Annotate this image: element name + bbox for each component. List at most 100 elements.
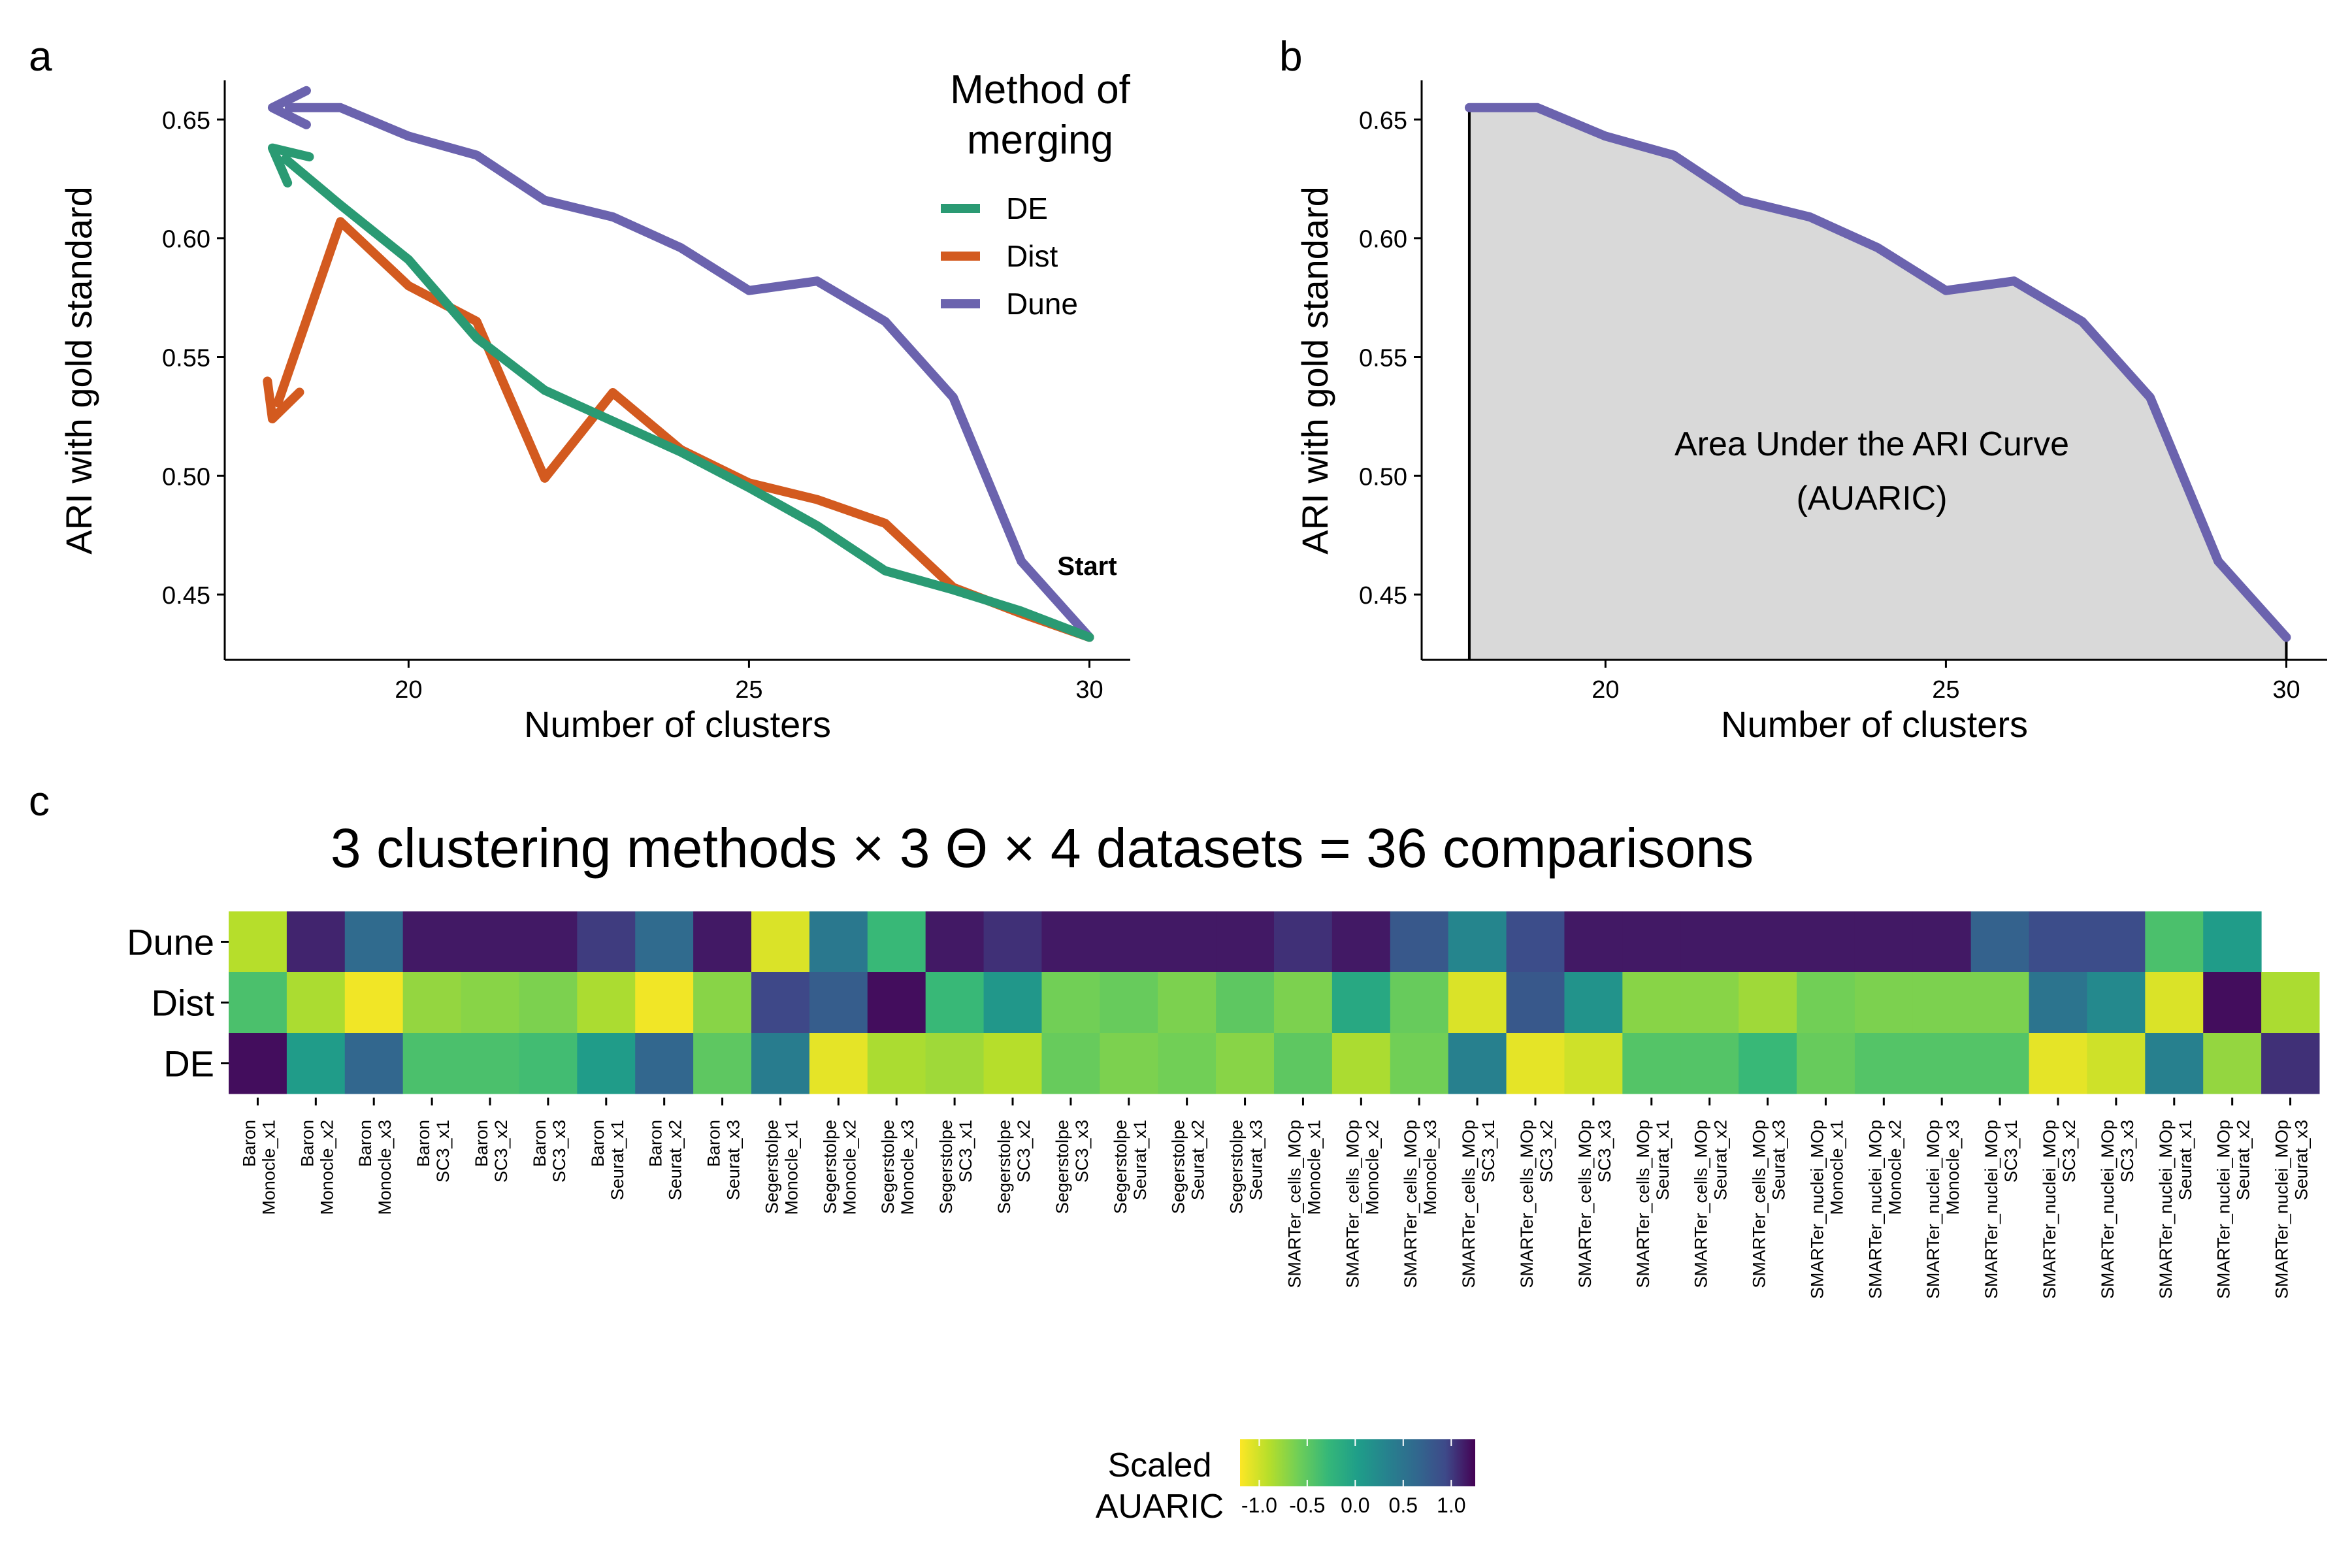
panel-a-y-tick-label: 0.65 (162, 107, 210, 135)
legend-title-line2: merging (967, 118, 1113, 163)
series-line-dune (1464, 103, 2291, 642)
column-label: Segerstolpe SC3_x1 (936, 1120, 975, 1214)
panel-b-y-ticks: 0.45 0.50 0.55 0.60 0.65 (1359, 107, 1422, 610)
column-label-method: Monocle_x1 (1304, 1120, 1324, 1215)
column-label-method: Seurat_x3 (2292, 1120, 2311, 1200)
column-label-method: SC3_x2 (491, 1120, 511, 1183)
column-label-dataset: Segerstolpe (1169, 1120, 1188, 1214)
heatmap-cell (1854, 972, 1914, 1034)
row-label-dist: Dist (152, 983, 215, 1024)
heatmap-cell (1100, 911, 1158, 973)
heatmap-cell (693, 1033, 752, 1094)
column-label-method: Seurat_x3 (1247, 1120, 1266, 1200)
heatmap-cell (2087, 911, 2146, 973)
column-label: SMARTer_cells_MOp Seurat_x3 (1750, 1120, 1789, 1288)
heatmap-cell (751, 911, 810, 973)
heatmap-cell (1912, 1033, 1972, 1094)
colorbar-title-line2: AUARIC (1096, 1488, 1224, 1526)
column-label: SMARTer_nuclei_MOp SC3_x2 (2040, 1120, 2079, 1299)
heatmap-cell (1564, 1033, 1623, 1094)
column-label-dataset: SMARTer_cells_MOp (1633, 1120, 1653, 1288)
colorbar-title-line1: Scaled (1108, 1446, 1212, 1484)
column-label: SMARTer_cells_MOp SC3_x2 (1517, 1120, 1556, 1288)
heatmap-colorbar-legend: Scaled AUARIC -1.0 -0.5 0.0 0.5 1.0 (1096, 1439, 1475, 1526)
heatmap-cell (693, 911, 752, 973)
heatmap-cells (229, 911, 2320, 1094)
heatmap-cell (1622, 911, 1681, 973)
heatmap-cell (1216, 1033, 1275, 1094)
colorbar-tick-label: -1.0 (1241, 1494, 1277, 1517)
column-label: SMARTer_cells_MOp Monocle_x3 (1401, 1120, 1440, 1288)
heatmap-cell (1100, 1033, 1158, 1094)
heatmap-cell (2261, 1033, 2320, 1094)
column-label-dataset: Segerstolpe (878, 1120, 898, 1214)
panel-b-y-tick-label: 0.50 (1359, 463, 1407, 491)
heatmap-cell (1390, 911, 1449, 973)
heatmap-cell (635, 1033, 694, 1094)
heatmap-cell (2145, 911, 2204, 973)
panel-a-y-axis-label: ARI with gold standard (58, 186, 99, 554)
series-arrowhead-dune (267, 86, 311, 129)
heatmap-cell (461, 972, 519, 1034)
panel-b-x-axis-label: Number of clusters (1721, 704, 2028, 745)
heatmap-cell (1158, 1033, 1217, 1094)
panel-a-x-tick-label: 30 (1075, 676, 1103, 704)
column-label-method: Monocle_x3 (1420, 1120, 1440, 1215)
heatmap-cell (1854, 1033, 1914, 1094)
column-label-dataset: SMARTer_cells_MOp (1750, 1120, 1769, 1288)
row-label-dune: Dune (127, 922, 214, 963)
panel-a-start-annotation: Start (1057, 552, 1117, 581)
column-label-method: Seurat_x2 (1711, 1120, 1731, 1200)
column-label-method: SC3_x2 (2059, 1120, 2079, 1183)
column-label: Segerstolpe Seurat_x2 (1169, 1120, 1208, 1214)
heatmap-cell (1390, 972, 1449, 1034)
column-label-method: SC3_x1 (1478, 1120, 1498, 1183)
heatmap-cell (693, 972, 752, 1034)
heatmap-cell (1506, 1033, 1565, 1094)
column-label-method: SC3_x3 (549, 1120, 569, 1183)
heatmap-cell (867, 911, 926, 973)
column-label-dataset: Baron (472, 1120, 491, 1167)
column-label-dataset: SMARTer_cells_MOp (1343, 1120, 1362, 1288)
heatmap-cell (1041, 972, 1100, 1034)
heatmap-cell (2029, 911, 2087, 973)
panel-c-title: 3 clustering methods × 3 Θ × 4 datasets … (331, 817, 1754, 879)
column-label-dataset: Baron (588, 1120, 608, 1167)
heatmap-cell (751, 972, 810, 1034)
column-label-method: Seurat_x2 (2234, 1120, 2253, 1200)
heatmap-cell (1680, 972, 1739, 1034)
heatmap-cell (1680, 1033, 1739, 1094)
auaric-area-fill (1469, 107, 2287, 661)
heatmap-cell (2145, 972, 2204, 1034)
heatmap-cell (1970, 911, 2030, 973)
column-label-method: Monocle_x2 (1362, 1120, 1382, 1215)
panel-label-c: c (29, 777, 50, 825)
column-label-method: SC3_x2 (1014, 1120, 1034, 1183)
panel-a-x-ticks: 20 25 30 (395, 660, 1103, 704)
legend-label-de: DE (1006, 191, 1048, 225)
column-label: Baron Monocle_x1 (239, 1120, 278, 1215)
heatmap-cell (809, 972, 868, 1034)
column-label-dataset: SMARTer_cells_MOp (1459, 1120, 1478, 1288)
colorbar-tick-label: 0.5 (1389, 1494, 1418, 1517)
heatmap-cell (1100, 972, 1158, 1034)
heatmap-cell (1274, 1033, 1333, 1094)
column-label: Baron Seurat_x3 (704, 1120, 743, 1200)
panel-b-x-tick-label: 25 (1932, 676, 1959, 704)
heatmap-cell (1331, 1033, 1391, 1094)
heatmap-cell (635, 972, 694, 1034)
heatmap-cell (2203, 972, 2262, 1034)
column-label: SMARTer_cells_MOp SC3_x3 (1575, 1120, 1614, 1288)
heatmap-cell (1739, 972, 1797, 1034)
panel-b-plot-marks (1464, 103, 2291, 661)
column-label: Baron Seurat_x2 (646, 1120, 685, 1200)
heatmap-cell (983, 972, 1042, 1034)
heatmap-cell (229, 911, 287, 973)
heatmap-cell (809, 911, 868, 973)
column-label: SMARTer_cells_MOp Monocle_x1 (1284, 1120, 1324, 1288)
heatmap-cell (1216, 911, 1275, 973)
column-label: Segerstolpe Seurat_x3 (1227, 1120, 1266, 1214)
column-label-method: Monocle_x1 (259, 1120, 278, 1215)
column-label-method: Seurat_x1 (1130, 1120, 1150, 1200)
heatmap-cell (286, 1033, 346, 1094)
